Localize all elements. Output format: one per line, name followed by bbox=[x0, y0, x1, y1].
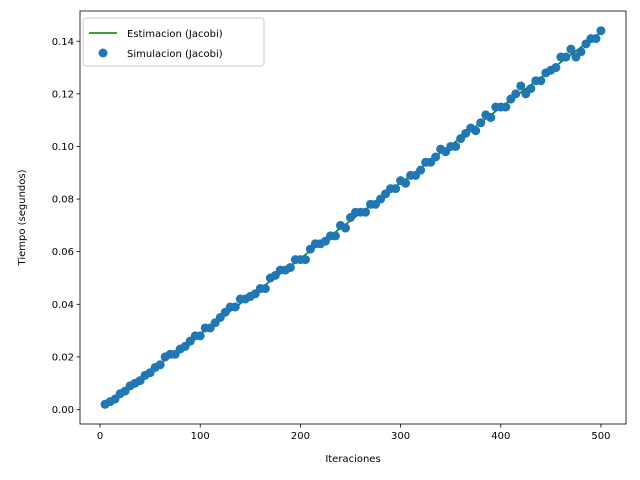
y-tick-label: 0.06 bbox=[52, 247, 74, 258]
x-tick-label: 200 bbox=[291, 431, 310, 442]
simulation-point bbox=[330, 231, 340, 241]
simulation-point bbox=[391, 184, 401, 194]
y-tick-label: 0.00 bbox=[52, 405, 74, 416]
y-tick-label: 0.10 bbox=[52, 142, 74, 153]
y-tick-label: 0.04 bbox=[52, 300, 74, 311]
simulation-point bbox=[431, 152, 441, 162]
y-tick-label: 0.12 bbox=[52, 89, 74, 100]
x-tick-label: 0 bbox=[97, 431, 103, 442]
simulation-point bbox=[551, 63, 561, 73]
simulation-point bbox=[511, 89, 521, 99]
x-axis-ticks: 0 100 200 300 400 500 bbox=[97, 424, 611, 442]
y-tick-label: 0.08 bbox=[52, 195, 74, 206]
simulation-point bbox=[230, 302, 240, 312]
simulation-point bbox=[486, 113, 496, 123]
simulation-point bbox=[155, 360, 165, 370]
simulation-point bbox=[591, 34, 601, 44]
simulation-point bbox=[536, 76, 546, 86]
simulation-point bbox=[476, 118, 486, 128]
simulation-point bbox=[416, 165, 426, 175]
simulation-point bbox=[526, 84, 536, 94]
x-tick-label: 300 bbox=[391, 431, 410, 442]
legend-label-estimation: Estimacion (Jacobi) bbox=[127, 29, 223, 40]
simulation-point bbox=[260, 284, 270, 294]
simulation-point bbox=[300, 255, 310, 265]
simulation-point bbox=[471, 126, 481, 136]
simulation-points-layer bbox=[100, 26, 606, 409]
simulation-point bbox=[561, 52, 571, 62]
y-axis-label: Tiempo (segundos) bbox=[17, 169, 28, 266]
simulation-point bbox=[340, 223, 350, 233]
simulation-point bbox=[516, 81, 526, 91]
simulation-point bbox=[451, 141, 461, 151]
x-axis-label: Iteraciones bbox=[325, 454, 380, 465]
x-tick-label: 100 bbox=[191, 431, 210, 442]
x-tick-label: 500 bbox=[591, 431, 610, 442]
simulation-point bbox=[566, 44, 576, 54]
simulation-point bbox=[361, 207, 371, 217]
y-tick-label: 0.02 bbox=[52, 352, 74, 363]
legend-label-simulation: Simulacion (Jacobi) bbox=[127, 49, 223, 60]
legend-box bbox=[82, 17, 265, 67]
simulation-point bbox=[195, 331, 205, 341]
legend: Estimacion (Jacobi) Simulacion (Jacobi) bbox=[82, 17, 265, 67]
simulation-point bbox=[501, 102, 511, 112]
simulation-point bbox=[596, 26, 606, 36]
x-tick-label: 400 bbox=[491, 431, 510, 442]
y-axis-ticks: 0.00 0.02 0.04 0.06 0.08 0.10 0.12 0.14 bbox=[52, 37, 80, 416]
legend-point-swatch bbox=[98, 48, 108, 58]
simulation-point bbox=[285, 262, 295, 272]
y-tick-label: 0.14 bbox=[52, 37, 74, 48]
plot-frame bbox=[79, 10, 627, 425]
simulation-point bbox=[401, 178, 411, 188]
simulation-point bbox=[576, 47, 586, 57]
